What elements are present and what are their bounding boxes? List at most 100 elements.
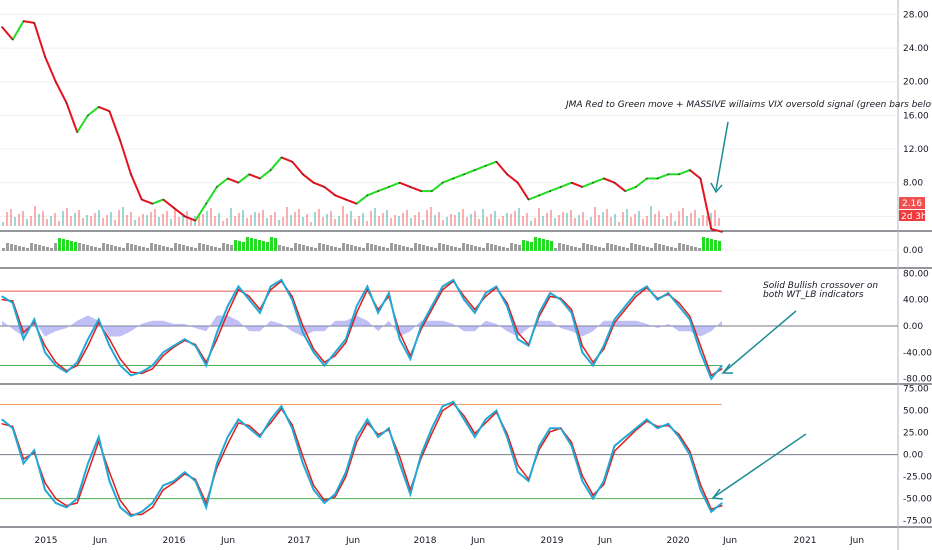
wt1-point — [388, 292, 390, 294]
volume-bar — [138, 217, 140, 226]
vix-bar — [534, 237, 537, 251]
wt2-point — [656, 297, 659, 299]
price-segment — [516, 182, 530, 201]
price-segment — [119, 140, 132, 175]
vix-bar — [254, 239, 257, 251]
vix-bar — [694, 247, 697, 251]
volume-bar — [710, 213, 712, 226]
volume-bar — [286, 207, 288, 226]
price-segment — [173, 207, 186, 218]
wt2-point — [409, 489, 411, 491]
wt1-point — [323, 364, 325, 367]
vix-bar — [706, 238, 709, 251]
wt2-point — [495, 411, 497, 413]
price-point — [216, 186, 218, 188]
vix-bar — [102, 243, 105, 251]
wt1-point — [184, 471, 186, 473]
vix-bar — [582, 243, 585, 251]
volume-bar — [694, 210, 696, 226]
volume-bar — [162, 214, 164, 226]
vix-bar — [362, 248, 365, 251]
volume-bar — [558, 215, 560, 226]
wt1-point — [431, 427, 433, 429]
wt2-point — [452, 280, 454, 282]
wt2-point — [581, 475, 583, 477]
wt1-point — [12, 302, 14, 304]
vix-bar — [170, 248, 173, 251]
vix-bar — [334, 247, 337, 251]
wt1-point — [87, 338, 89, 340]
wt1-point — [141, 511, 143, 513]
wt1-point — [65, 371, 68, 373]
price-point — [345, 198, 347, 201]
price-point — [226, 177, 229, 180]
volume-bar — [318, 209, 320, 226]
vix-bar — [18, 246, 21, 251]
price-y-tick: 20.00 — [903, 78, 929, 88]
volume-bars — [2, 206, 720, 226]
wt-y-tick: 50.00 — [903, 407, 929, 417]
vix-bar — [530, 242, 533, 251]
wt-y-tick: 0.00 — [903, 322, 923, 332]
price-point — [635, 186, 637, 188]
x-axis-tick: Jun — [722, 536, 737, 546]
wt1-point — [592, 364, 594, 367]
wt1-point — [710, 378, 712, 380]
volume-bar — [214, 216, 216, 226]
wt1-point — [538, 312, 540, 314]
wt1-point — [678, 305, 680, 307]
vix-bar — [354, 246, 357, 251]
vix-bar — [458, 248, 461, 251]
wt2-point — [420, 457, 422, 459]
price-point — [205, 202, 207, 205]
vix-bar — [386, 248, 389, 251]
wt2-point — [98, 322, 100, 324]
price-segment — [259, 169, 272, 180]
wt2-point — [302, 325, 304, 327]
price-point — [484, 165, 487, 167]
volume-bar — [242, 210, 244, 226]
vix-bar — [326, 245, 329, 251]
volume-bar — [122, 207, 124, 226]
wt2-point — [291, 295, 293, 297]
x-axis-tick: 2019 — [541, 536, 564, 546]
price-point — [420, 190, 422, 192]
x-axis-tick: Jun — [597, 536, 612, 546]
volume-bar — [274, 212, 276, 226]
wt1-point — [22, 462, 25, 465]
volume-bar — [622, 212, 624, 226]
wt2-point — [356, 312, 358, 314]
vix-bar — [414, 243, 417, 251]
volume-bar — [354, 219, 356, 226]
volume-bar — [510, 214, 512, 226]
wt-histogram — [2, 315, 722, 337]
vix-bar — [430, 247, 433, 251]
volume-bar — [674, 221, 676, 226]
wt1-point — [506, 305, 508, 307]
vix-bar — [578, 248, 581, 251]
volume-bar — [686, 216, 688, 226]
vix-bar — [410, 248, 413, 251]
price-point — [312, 181, 315, 184]
volume-bar — [254, 212, 256, 226]
x-axis-tick: Jun — [92, 536, 107, 546]
volume-bar — [562, 212, 564, 226]
wt1-point — [399, 338, 401, 340]
volume-bar — [314, 212, 316, 226]
wt2-point — [270, 289, 272, 291]
vix-bar — [118, 247, 121, 251]
vix-bar — [622, 247, 625, 251]
wt1-point — [270, 418, 272, 421]
price-segment — [485, 160, 497, 167]
price-point — [474, 169, 476, 171]
wt1-point — [721, 502, 723, 504]
volume-bar — [526, 213, 528, 226]
vix-bar — [402, 246, 405, 251]
wt2-point — [87, 345, 89, 347]
wt2-point — [65, 370, 68, 372]
wt1-point — [216, 331, 218, 334]
vix-bar — [670, 247, 673, 251]
x-axis-ticks: 2015 Jun 2016 Jun 2017 Jun 2018 Jun 2019 Jun 2020 J… — [35, 536, 864, 546]
wt1-point — [495, 285, 497, 288]
